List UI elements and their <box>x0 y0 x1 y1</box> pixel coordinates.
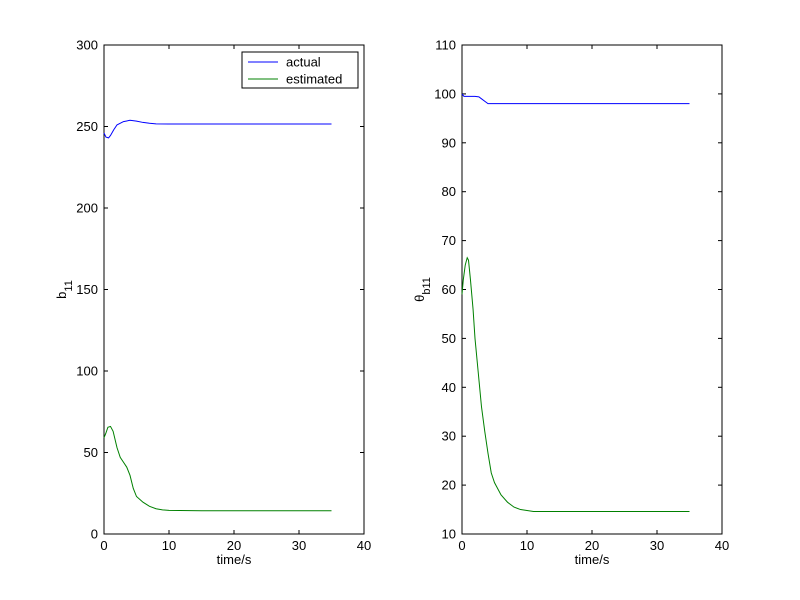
chart-panel-1: 0 10 20 30 40 0 50 100 150 200 250 300 time/s b11 actu… <box>54 38 371 568</box>
y-tick-label: 60 <box>442 282 456 297</box>
x-tick-label: 20 <box>227 538 241 553</box>
axes-box <box>103 44 365 535</box>
y-tick-label: 100 <box>434 86 456 101</box>
legend-box <box>241 51 359 89</box>
y-tick-label: 200 <box>76 201 98 216</box>
x-tick-label: 0 <box>458 538 465 553</box>
y-tick-label: 10 <box>442 527 456 542</box>
x-tick-label: 30 <box>650 538 664 553</box>
series-line-actual <box>103 119 332 139</box>
y-tick-label: 30 <box>442 429 456 444</box>
x-tick-label: 40 <box>357 538 371 553</box>
y-tick-label: 300 <box>76 38 98 53</box>
y-tick-label: 100 <box>76 364 98 379</box>
x-tick-label: 30 <box>292 538 306 553</box>
y-tick-label: 90 <box>442 135 456 150</box>
legend: actual estimated <box>241 51 359 89</box>
x-axis-label: time/s <box>575 552 610 567</box>
y-tick-label: 150 <box>76 282 98 297</box>
x-tick-label: 10 <box>520 538 534 553</box>
y-axis-label-base: b <box>54 292 69 299</box>
x-tick-label: 40 <box>715 538 729 553</box>
x-tick-label: 20 <box>585 538 599 553</box>
legend-label-estimated: estimated <box>286 72 342 87</box>
y-tick-label: 110 <box>435 38 456 53</box>
y-tick-label: 50 <box>442 331 456 346</box>
legend-label-actual: actual <box>286 55 321 70</box>
y-tick-label: 250 <box>76 119 98 134</box>
y-tick-label: 20 <box>442 478 456 493</box>
x-tick-label: 10 <box>162 538 176 553</box>
series-line-estimated <box>103 425 332 512</box>
axes-box <box>461 44 723 535</box>
x-tick-label: 0 <box>100 538 107 553</box>
y-axis-label: b11 <box>54 280 75 299</box>
series-line-series-1 <box>461 93 690 105</box>
y-axis-label-subscript: 11 <box>63 280 75 291</box>
y-tick-label: 50 <box>84 445 98 460</box>
chart-panel-2: 0 10 20 30 40102030405060708090100110time/sθ… <box>412 38 729 568</box>
y-axis-label-subscript: b11 <box>421 277 433 295</box>
y-tick-label: 80 <box>442 184 456 199</box>
y-tick-label: 70 <box>442 233 456 248</box>
y-tick-label: 0 <box>91 527 98 542</box>
y-tick-label: 40 <box>442 380 456 395</box>
y-axis-label: θb11 <box>412 277 433 302</box>
y-axis-label-base: θ <box>412 295 427 302</box>
x-axis-label: time/s <box>217 552 252 567</box>
series-line-series-2 <box>461 256 690 513</box>
